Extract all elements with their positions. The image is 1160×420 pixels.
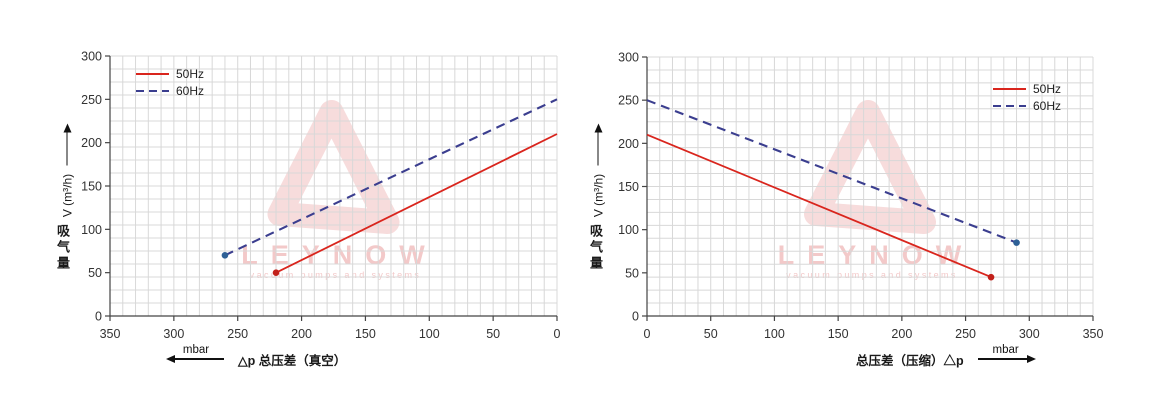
x-axis-tick-label: 50 [704,327,718,341]
x-axis-tick-label: 250 [955,327,976,341]
right-x-axis-title: 总压差（压缩）△p mbar [856,344,1034,369]
legend-item-60hz: 60Hz [136,82,204,99]
y-axis-tick-label: 50 [625,266,639,280]
watermark-tagline: vacuum pumps and systems [250,270,422,280]
x-axis-tick-label: 50 [486,327,500,341]
y-axis-tick-label: 200 [618,137,639,151]
series-line-60hz [646,99,1017,244]
legend-label: 60Hz [1033,98,1062,113]
y-axis-tick-label: 50 [88,266,102,280]
x-axis-tick-label: 0 [644,327,651,341]
left-y-axis-title-cjk: 吸气量 [55,224,70,272]
left-x-axis-title: mbar △p 总压差（真空） [168,344,346,369]
x-axis-tick-label: 100 [764,327,785,341]
right-y-axis-title-cjk: 吸气量 [588,224,603,272]
left-y-axis-title-latin: V (m³/h) [59,122,76,222]
legend-label: 60Hz [176,83,205,98]
dashed-line-sample [136,89,169,92]
x-axis-tick-label: 0 [554,327,561,341]
y-axis-tick-label: 0 [95,310,102,324]
y-axis-tick-label: 150 [618,180,639,194]
y-axis-tick-label: 200 [81,136,102,150]
up-arrow-icon [597,125,599,166]
right-y-axis-title-latin: V (m³/h) [590,122,607,222]
y-axis-tick-label: 250 [81,93,102,107]
x-axis-tick-label: 200 [291,327,312,341]
data-point-marker-50hz [987,273,995,281]
x-axis-tick-label: 350 [1083,327,1104,341]
data-point-marker-60hz [221,252,229,259]
series-line-60hz [224,98,558,257]
y-axis-tick-label: 300 [618,51,639,65]
y-axis-tick-label: 300 [81,50,102,64]
x-axis-label: 总压差（压缩）△p [856,354,964,368]
x-axis-tick-label: 300 [163,327,184,341]
mbar-unit-label: mbar [992,344,1019,356]
y-axis-tick-label: 100 [618,223,639,237]
dashed-line-sample [993,104,1026,107]
legend-label: 50Hz [1033,81,1062,96]
right-arrow-icon [977,358,1034,360]
y-axis-tick-label: 150 [81,180,102,194]
left-chart-legend: 50Hz 60Hz [136,65,204,99]
x-axis-tick-label: 150 [355,327,376,341]
x-axis-tick-label: 250 [227,327,248,341]
left-arrow-icon [168,358,224,360]
y-axis-tick-label: 100 [81,223,102,237]
y-axis-tick-label: 250 [618,94,639,108]
x-axis-label: △p 总压差（真空） [238,354,347,368]
watermark-tagline: vacuum pumps and systems [786,270,958,280]
series-line-50hz [646,133,992,278]
y-axis-unit-label: V (m³/h) [60,173,74,218]
legend-item-60hz: 60Hz [993,97,1061,114]
watermark-logo-icon [804,100,936,234]
x-axis-tick-label: 300 [1019,327,1040,341]
x-axis-tick-label: 150 [828,327,849,341]
watermark-logo-icon [267,100,400,234]
y-axis-tick-label: 0 [632,310,639,324]
data-point-marker-60hz [1013,239,1020,246]
legend-item-50hz: 50Hz [993,80,1061,97]
up-arrow-icon [66,125,68,166]
x-axis-tick-label: 200 [891,327,912,341]
x-axis-tick-label: 100 [419,327,440,341]
mbar-unit-label: mbar [182,344,210,356]
solid-line-sample [993,87,1026,90]
series-line-50hz [275,133,558,274]
right-chart-legend: 50Hz 60Hz [993,80,1061,114]
watermark-title: LEYNOW [778,240,975,270]
y-axis-unit-label: V (m³/h) [591,173,605,218]
x-axis-tick-label: 350 [100,327,121,341]
legend-item-50hz: 50Hz [136,65,204,82]
mbar-unit-block: mbar [977,344,1034,360]
legend-label: 50Hz [176,66,205,81]
mbar-unit-block: mbar [168,344,224,360]
data-point-marker-50hz [272,269,280,276]
solid-line-sample [136,72,169,75]
